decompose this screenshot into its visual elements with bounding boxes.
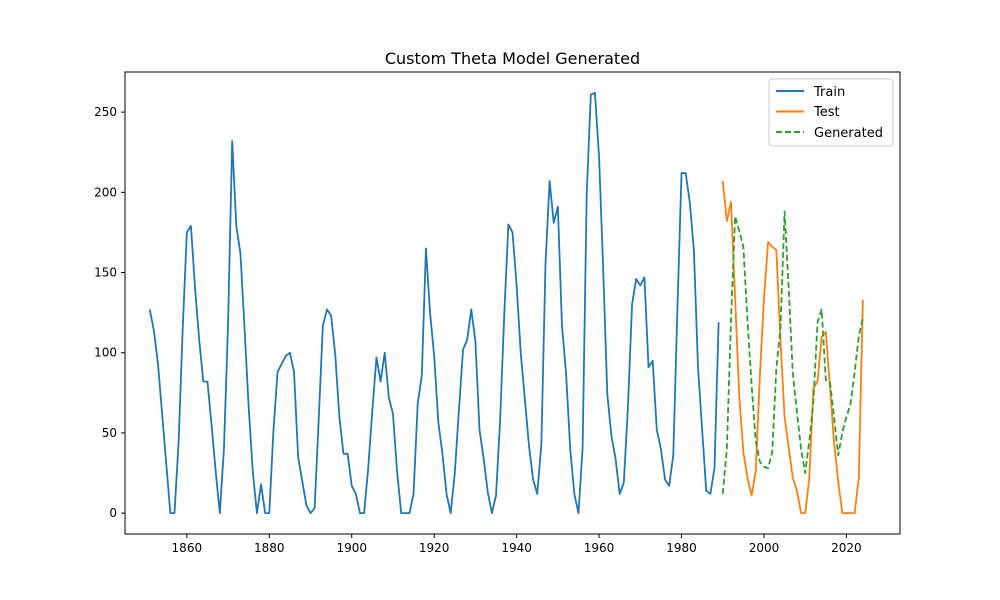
x-tick-label: 2000 bbox=[749, 541, 780, 555]
legend-label-test: Test bbox=[813, 105, 840, 120]
x-tick-label: 2020 bbox=[831, 541, 862, 555]
y-tick-label: 50 bbox=[102, 426, 117, 440]
legend-label-train: Train bbox=[813, 85, 845, 100]
x-axis: 1860 1880 1900 1920 1940 1960 1980 2000 2020 bbox=[172, 534, 862, 555]
y-tick-label: 100 bbox=[94, 346, 117, 360]
y-tick-label: 150 bbox=[94, 266, 117, 280]
plot-area bbox=[124, 71, 901, 535]
x-tick-label: 1960 bbox=[584, 541, 615, 555]
y-tick-label: 0 bbox=[109, 506, 117, 520]
x-tick-label: 1980 bbox=[666, 541, 697, 555]
x-tick-label: 1920 bbox=[419, 541, 450, 555]
series-line-generated bbox=[721, 210, 864, 494]
axes-frame bbox=[124, 71, 901, 535]
series-line-test bbox=[721, 180, 864, 515]
legend-label-generated: Generated bbox=[814, 126, 883, 141]
y-tick-label: 200 bbox=[94, 185, 117, 199]
legend: Train Test Generated bbox=[768, 78, 894, 147]
chart-title: Custom Theta Model Generated bbox=[385, 49, 640, 68]
legend-box bbox=[768, 78, 894, 147]
x-tick-label: 1940 bbox=[501, 541, 532, 555]
x-tick-label: 1880 bbox=[254, 541, 285, 555]
x-tick-label: 1860 bbox=[172, 541, 203, 555]
y-tick-label: 250 bbox=[94, 105, 117, 119]
y-axis: 0 50 100 150 200 250 bbox=[94, 105, 125, 520]
x-tick-label: 1900 bbox=[336, 541, 367, 555]
series-layer bbox=[148, 91, 864, 515]
series-line-train bbox=[148, 91, 720, 515]
